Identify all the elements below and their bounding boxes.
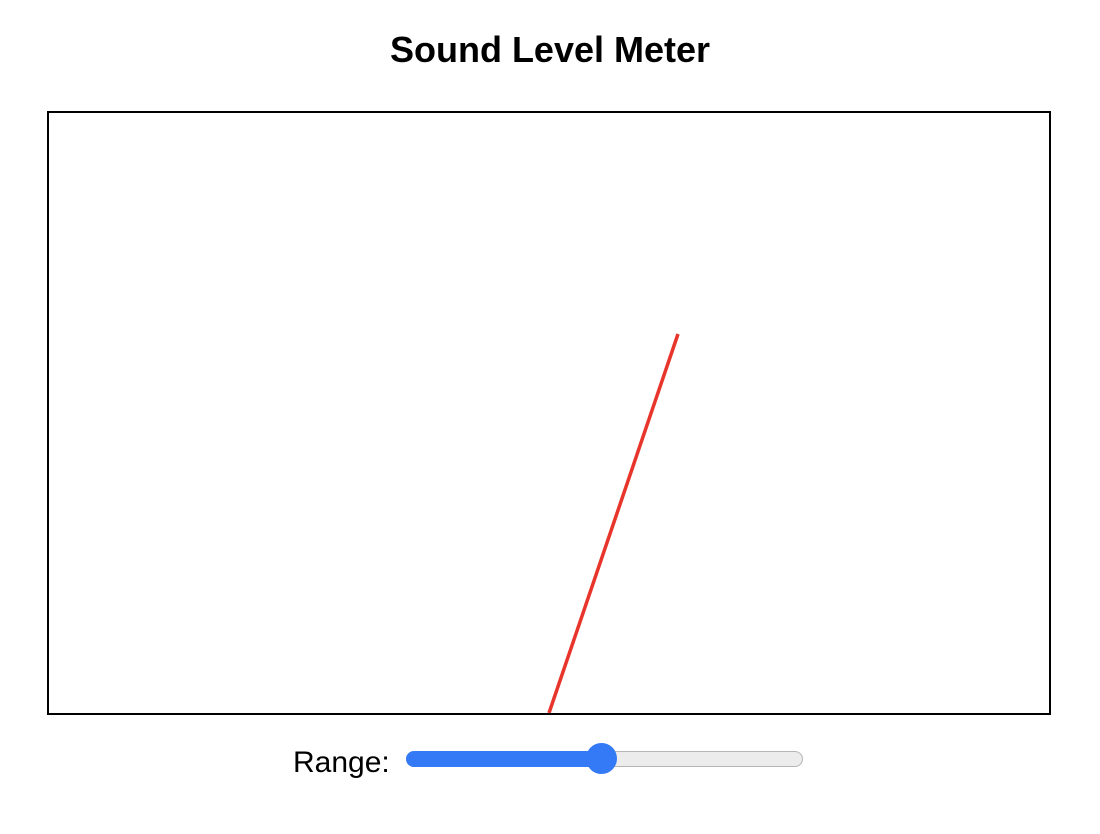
meter-needle bbox=[547, 333, 680, 713]
page-title: Sound Level Meter bbox=[389, 29, 711, 70]
meter-canvas bbox=[547, 333, 680, 713]
meter-display bbox=[47, 111, 1051, 715]
range-control: Range: bbox=[0, 738, 1100, 782]
range-slider-thumb[interactable] bbox=[585, 743, 617, 774]
range-slider-fill bbox=[406, 751, 601, 767]
range-slider[interactable] bbox=[406, 743, 803, 774]
range-label: Range: bbox=[293, 746, 390, 779]
